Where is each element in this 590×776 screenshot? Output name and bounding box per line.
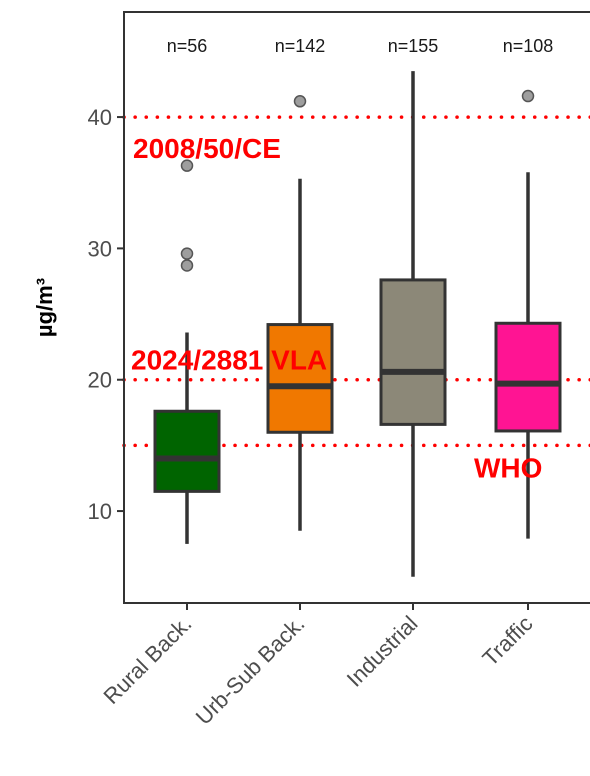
box-series: [153, 71, 562, 577]
x-tick-label: Urb-Sub Back.: [191, 611, 310, 730]
sample-size-labels: n=56 n=142 n=155 n=108: [167, 36, 554, 56]
box-group: [266, 95, 334, 531]
n-label: n=108: [503, 36, 554, 56]
x-tick-label: Traffic: [477, 611, 537, 671]
y-tick-label: 20: [88, 368, 112, 393]
y-tick-label: 30: [88, 236, 112, 261]
box: [266, 323, 334, 434]
y-tick-label: 40: [88, 105, 112, 130]
box-group: [379, 71, 447, 577]
reference-line-label: 2008/50/CE: [133, 133, 281, 164]
box: [153, 409, 221, 493]
reference-line-label: WHO: [474, 452, 542, 483]
outlier-point: [180, 159, 194, 172]
n-label: n=56: [167, 36, 208, 56]
box-group: [153, 159, 221, 544]
box-group: [494, 89, 562, 539]
reference-line-labels: 2008/50/CE 2024/2881 VLA WHO: [131, 133, 542, 483]
y-axis-title: µg/m³: [32, 278, 57, 337]
n-label: n=142: [275, 36, 326, 56]
x-tick-label: Rural Back.: [98, 611, 196, 709]
outlier-point: [180, 259, 194, 272]
outlier-point: [293, 95, 307, 108]
x-tick-label: Industrial: [342, 611, 423, 692]
outlier-point: [521, 89, 535, 103]
box: [379, 278, 447, 426]
y-tick-label: 10: [88, 499, 112, 524]
panel-border: [123, 11, 590, 604]
outlier-point: [180, 247, 194, 260]
box: [494, 321, 562, 433]
n-label: n=155: [388, 36, 439, 56]
reference-line-label: 2024/2881 VLA: [131, 345, 327, 376]
